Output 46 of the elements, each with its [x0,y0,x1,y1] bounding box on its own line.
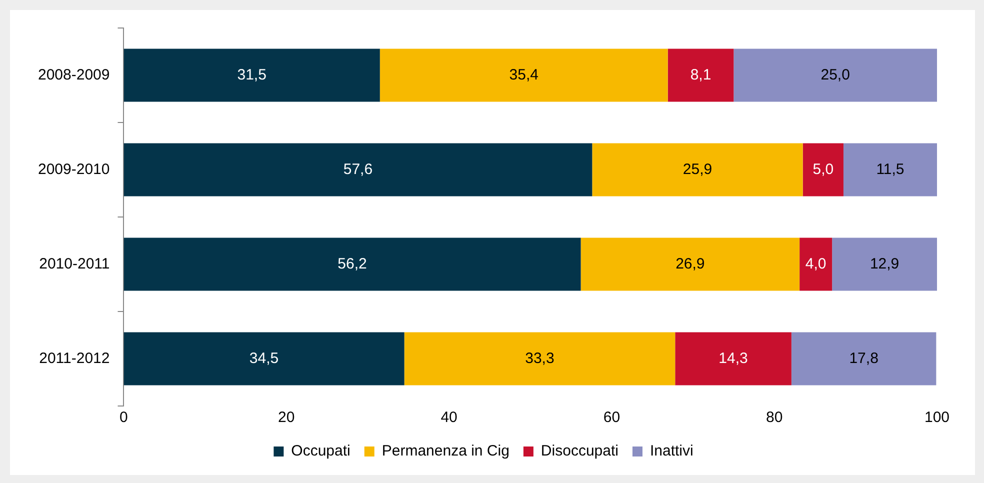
bar [580,238,800,291]
bar [124,332,404,386]
legend-label: Occupati [291,442,350,460]
bar [832,238,937,291]
data-label: 4,0 [805,255,826,272]
data-label: 17,8 [849,350,878,367]
data-label: 25,0 [820,66,850,84]
bar [404,332,676,386]
bar [124,48,380,102]
data-label: 35,4 [509,66,538,84]
data-label: 5,0 [812,160,834,178]
data-label: 14,3 [718,350,748,367]
bar [592,143,803,196]
data-label: 25,9 [682,160,712,178]
bar [802,143,844,196]
data-label: 11,5 [876,160,904,178]
data-label: 34,5 [249,350,279,367]
data-label: 8,1 [690,66,712,84]
bar [124,143,592,196]
data-label: 12,9 [870,255,900,272]
bar [800,238,832,291]
legend-label: Inattivi [650,442,694,460]
bar [791,332,936,386]
x-tick-label: 100 [924,409,950,426]
bar [124,238,581,291]
bar [380,48,668,102]
y-tick-label: 2008-2009 [38,66,110,84]
bar [668,48,734,102]
data-label: 26,9 [676,255,705,272]
x-tick-label: 40 [440,409,458,426]
y-tick-label: 2011-2012 [39,350,110,367]
bar [734,48,937,102]
x-tick-label: 20 [278,409,295,426]
y-tick-label: 2010-2011 [39,255,110,272]
data-label: 31,5 [237,66,266,84]
x-tick-label: 60 [603,409,620,426]
data-label: 33,3 [525,350,554,367]
y-tick-label: 2009-2010 [38,160,110,178]
bar [675,332,792,386]
data-label: 56,2 [338,255,367,272]
legend-label: Permanenza in Cig [382,442,510,460]
x-tick-label: 80 [766,409,783,426]
legend-label: Disoccupati [540,442,618,460]
x-tick-label: 0 [120,409,128,426]
bar [843,143,937,196]
data-label: 57,6 [343,160,373,178]
